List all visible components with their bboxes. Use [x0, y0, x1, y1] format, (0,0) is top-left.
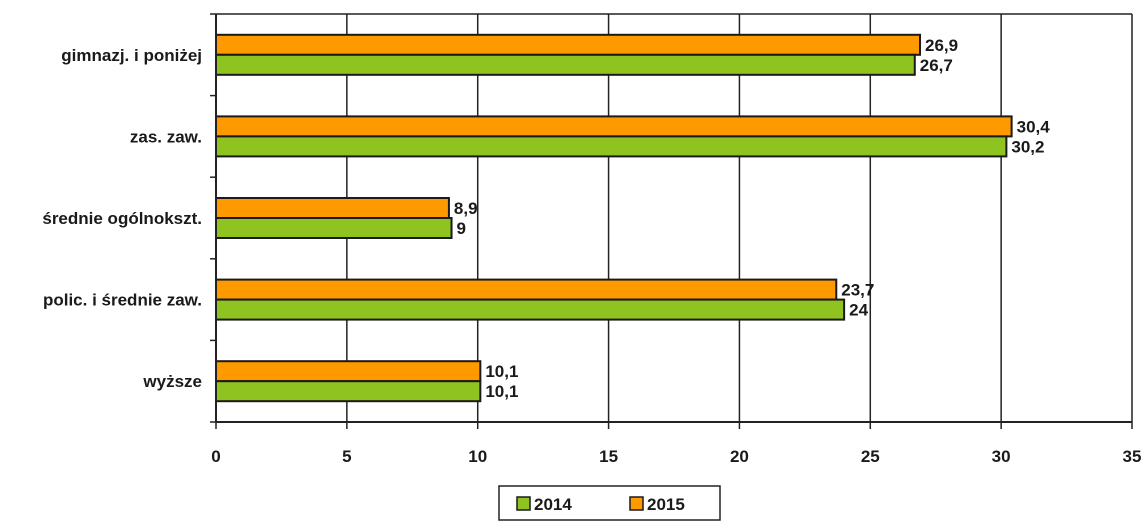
bars [215, 33, 1013, 403]
data-label-2014: 9 [457, 219, 466, 238]
data-label-2015: 8,9 [454, 199, 478, 218]
legend-label-2015: 2015 [647, 495, 685, 514]
category-label: zas. zaw. [130, 127, 202, 146]
data-label-2014: 24 [849, 301, 868, 320]
legend-label-2014: 2014 [534, 495, 572, 514]
category-label: gimnazj. i poniżej [61, 46, 202, 65]
data-label-2014: 30,2 [1011, 137, 1044, 156]
bar-2015 [215, 33, 922, 56]
x-tick-label: 0 [211, 447, 220, 466]
category-label: średnie ogólnokszt. [42, 209, 202, 228]
bar-2015 [215, 360, 482, 383]
bar-2015 [215, 115, 1013, 138]
x-tick-label: 25 [861, 447, 880, 466]
category-label: polic. i średnie zaw. [43, 291, 202, 310]
category-labels: gimnazj. i poniżej zas. zaw. średnie ogóln… [42, 46, 202, 391]
x-tick-label: 30 [992, 447, 1011, 466]
bar-2014 [215, 380, 482, 403]
category-label: wyższe [142, 372, 202, 391]
data-labels: 26,926,7 30,430,2 8,99 23,724 10,110,1 [454, 36, 1050, 401]
bar-2014 [215, 298, 846, 321]
x-tick-label: 15 [599, 447, 618, 466]
x-tick-label: 10 [468, 447, 487, 466]
legend-swatch-2014 [516, 496, 531, 511]
bar-2015 [215, 197, 450, 219]
legend: 2014 2015 [498, 485, 721, 521]
bar-2014 [215, 53, 916, 76]
data-label-2014: 10,1 [485, 382, 518, 401]
data-label-2015: 26,9 [925, 36, 958, 55]
axes [210, 13, 1133, 429]
bar-2014 [215, 135, 1008, 158]
bar-2015 [215, 278, 838, 301]
data-label-2015: 23,7 [841, 281, 874, 300]
x-tick-label: 5 [342, 447, 351, 466]
data-label-2014: 26,7 [920, 56, 953, 75]
x-tick-label: 20 [730, 447, 749, 466]
legend-swatch-2015 [629, 496, 644, 511]
grid-lines [216, 13, 1133, 422]
x-tick-label: 35 [1123, 447, 1142, 466]
data-label-2015: 30,4 [1017, 117, 1051, 136]
data-label-2015: 10,1 [485, 362, 518, 381]
legend-box [498, 485, 721, 521]
bar-2014 [215, 217, 453, 239]
x-tick-labels: 0 5 10 15 20 25 30 35 [211, 447, 1141, 466]
